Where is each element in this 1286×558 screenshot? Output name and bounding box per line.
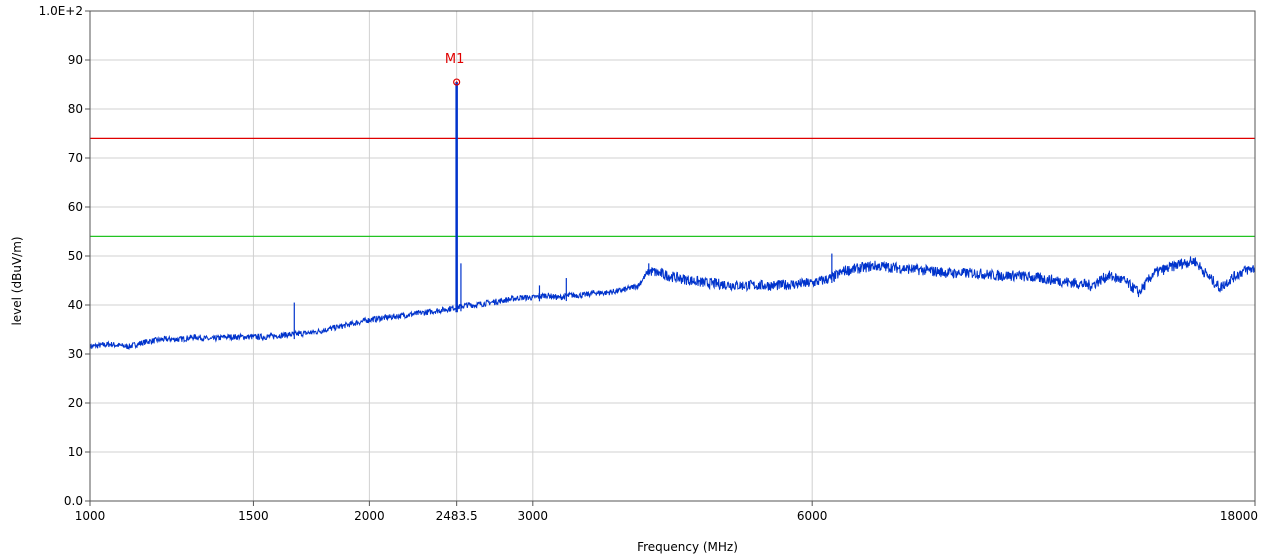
x-tick-label: 2000 <box>354 509 385 523</box>
y-tick-label: 50 <box>68 249 83 263</box>
marker-point-dot <box>455 81 458 83</box>
x-tick-label: 18000 <box>1220 509 1258 523</box>
markers: M1 <box>445 52 465 86</box>
limit-lines <box>90 137 1255 237</box>
y-tick-label: 10 <box>68 445 83 459</box>
x-tick-label: 2483.5 <box>436 509 478 523</box>
y-tick-label: 0.0 <box>64 494 83 508</box>
x-axis-title: Frequency (MHz) <box>637 540 738 554</box>
y-tick-label: 60 <box>68 200 83 214</box>
marker-point <box>453 78 461 86</box>
y-tick-label: 40 <box>68 298 83 312</box>
x-tick-label: 1500 <box>238 509 269 523</box>
y-tick-label: 20 <box>68 396 83 410</box>
x-tick-label: 6000 <box>797 509 828 523</box>
y-axis-title: level (dBuV/m) <box>10 236 24 325</box>
y-tick-label: 90 <box>68 53 83 67</box>
x-axis: 1000 1500 2000 2483.5 3000 6000 18000 <box>75 501 1258 523</box>
trace-line <box>89 256 1256 350</box>
y-tick-label: 80 <box>68 102 83 116</box>
y-tick-label: 1.0E+2 <box>39 4 83 18</box>
series-layer <box>89 82 1256 350</box>
y-tick-label: 70 <box>68 151 83 165</box>
x-tick-label: 1000 <box>75 509 106 523</box>
y-tick-label: 30 <box>68 347 83 361</box>
grid <box>89 10 1256 502</box>
marker-label: M1 <box>445 52 465 67</box>
y-axis: 0.0 10 20 30 40 50 60 70 80 90 1.0E+2 <box>39 4 90 508</box>
x-tick-label: 3000 <box>518 509 549 523</box>
